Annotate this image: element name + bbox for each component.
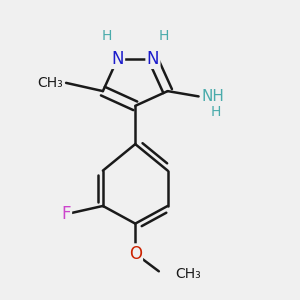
Text: NH: NH: [202, 89, 224, 104]
Text: H: H: [159, 29, 169, 43]
Text: N: N: [111, 50, 124, 68]
Text: CH₃: CH₃: [38, 76, 63, 90]
Text: O: O: [129, 244, 142, 262]
Text: CH₃: CH₃: [175, 267, 201, 281]
Text: H: H: [102, 29, 112, 43]
Text: H: H: [211, 105, 221, 119]
Text: N: N: [147, 50, 159, 68]
Text: F: F: [61, 205, 71, 223]
